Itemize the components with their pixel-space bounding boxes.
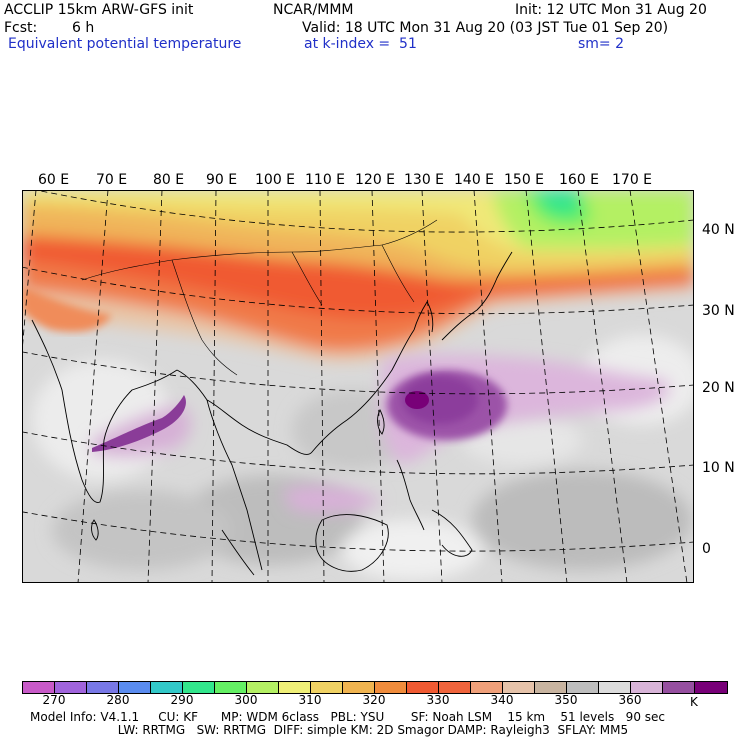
lat-label: 30 N xyxy=(702,303,735,319)
lon-label: 150 E xyxy=(504,172,545,188)
colorbar-swatch xyxy=(567,682,599,693)
model-info-line1: Model Info: V4.1.1 CU: KF MP: WDM 6class… xyxy=(30,710,665,724)
lon-label: 160 E xyxy=(559,172,600,188)
theta-e-map xyxy=(22,190,694,583)
colorbar-swatch xyxy=(503,682,535,693)
colorbar-swatch xyxy=(55,682,87,693)
colorbar-swatch xyxy=(663,682,695,693)
lon-label: 170 E xyxy=(612,172,653,188)
colorbar-tick-label: 350 xyxy=(554,693,578,707)
colorbar-swatch xyxy=(695,682,727,693)
colorbar-swatch xyxy=(343,682,375,693)
coastlines xyxy=(31,219,513,576)
colorbar-tick-label: 300 xyxy=(234,693,258,707)
k-index: at k-index = 51 xyxy=(304,36,417,52)
continental-bands xyxy=(22,190,694,362)
colorbar-tick-label: 270 xyxy=(42,693,66,707)
lon-label: 120 E xyxy=(355,172,396,188)
graticule xyxy=(22,190,694,583)
colorbar-tick-label: 310 xyxy=(298,693,322,707)
lon-label: 90 E xyxy=(206,172,238,188)
colorbar-tick-label: 340 xyxy=(490,693,514,707)
model-title: ACCLIP 15km ARW-GFS init xyxy=(4,2,194,18)
lon-label: 140 E xyxy=(454,172,495,188)
lon-label: 100 E xyxy=(255,172,296,188)
colorbar-swatch xyxy=(215,682,247,693)
colorbar-swatch xyxy=(439,682,471,693)
colorbar-tick-label: 330 xyxy=(426,693,450,707)
map-frame xyxy=(22,190,694,583)
model-info-line2: LW: RRTMG SW: RRTMG DIFF: simple KM: 2D … xyxy=(30,723,629,737)
lon-label: 70 E xyxy=(96,172,128,188)
colorbar-swatch xyxy=(375,682,407,693)
colorbar-swatch xyxy=(87,682,119,693)
typhoon-core xyxy=(387,370,507,440)
colorbar-swatch xyxy=(279,682,311,693)
colorbar-unit: K xyxy=(690,695,698,709)
colorbar-swatch xyxy=(599,682,631,693)
colorbar-swatch xyxy=(119,682,151,693)
smoothing: sm= 2 xyxy=(578,36,625,52)
bengal-moist-streak xyxy=(92,395,186,452)
colorbar-swatch xyxy=(247,682,279,693)
lon-label: 60 E xyxy=(38,172,70,188)
lon-label: 80 E xyxy=(153,172,185,188)
colorbar-tick-label: 290 xyxy=(170,693,194,707)
colorbar-tick-label: 320 xyxy=(362,693,386,707)
colorbar-swatch xyxy=(631,682,663,693)
india-warm-band xyxy=(22,285,112,332)
lon-label: 110 E xyxy=(305,172,346,188)
org-label: NCAR/MMM xyxy=(273,2,354,18)
lat-label: 10 N xyxy=(702,460,735,476)
lat-label: 20 N xyxy=(702,380,735,396)
colorbar-swatch xyxy=(535,682,567,693)
colorbar-swatch xyxy=(471,682,503,693)
colorbar xyxy=(22,681,728,694)
colorbar-tick-label: 360 xyxy=(618,693,642,707)
fcst-value: 6 h xyxy=(72,20,95,36)
colorbar-swatch xyxy=(311,682,343,693)
colorbar-swatch xyxy=(151,682,183,693)
lat-label: 0 xyxy=(702,541,711,557)
colorbar-swatch xyxy=(23,682,55,693)
valid-time: Valid: 18 UTC Mon 31 Aug 20 (03 JST Tue … xyxy=(302,20,669,36)
colorbar-swatch xyxy=(407,682,439,693)
lat-label: 40 N xyxy=(702,222,735,238)
lon-label: 130 E xyxy=(404,172,445,188)
fcst-label: Fcst: xyxy=(4,20,38,36)
colorbar-tick-label: 280 xyxy=(106,693,130,707)
init-time: Init: 12 UTC Mon 31 Aug 20 xyxy=(515,2,707,18)
colorbar-swatch xyxy=(183,682,215,693)
field-name: Equivalent potential temperature xyxy=(8,36,242,52)
